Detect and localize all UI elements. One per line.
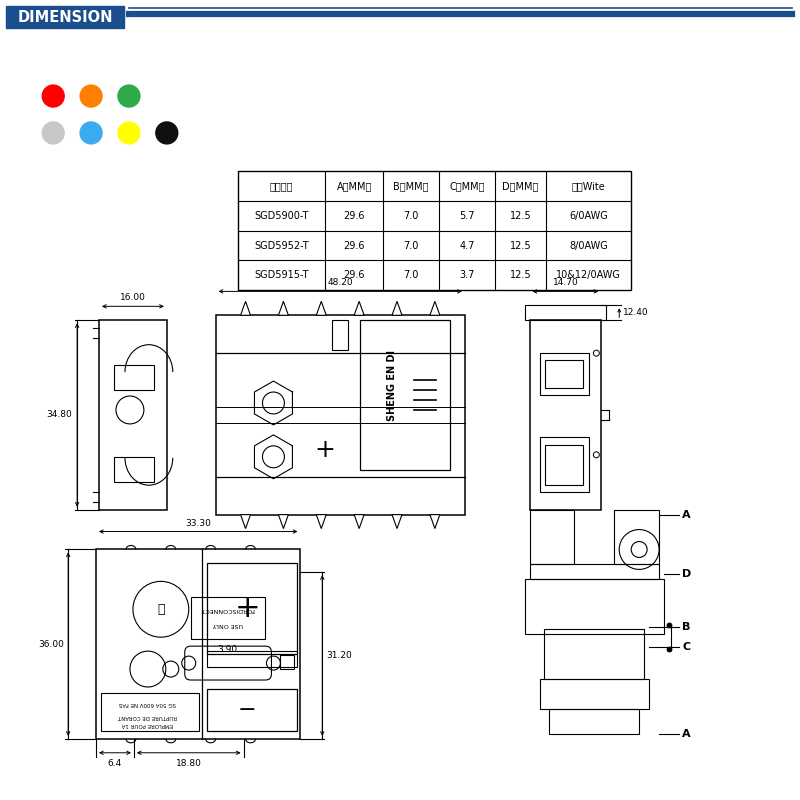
Bar (546, 445, 583, 485)
Text: B（MM）: B（MM） (394, 181, 429, 190)
Text: SGD5900-T: SGD5900-T (254, 210, 309, 221)
Bar (539, 437, 590, 492)
Bar (281, 655, 294, 669)
Text: C: C (682, 642, 690, 652)
Text: 12.5: 12.5 (510, 270, 531, 281)
Polygon shape (354, 302, 364, 315)
Text: 线径Wite: 线径Wite (572, 181, 606, 190)
Bar (539, 353, 590, 395)
Polygon shape (278, 302, 288, 315)
Text: 3.90: 3.90 (218, 645, 238, 654)
Text: FORDISCONNECT: FORDISCONNECT (200, 606, 255, 612)
Text: 14.70: 14.70 (553, 278, 578, 287)
Text: 36.00: 36.00 (38, 640, 64, 649)
Text: 31.20: 31.20 (326, 651, 352, 660)
Circle shape (80, 122, 102, 144)
Circle shape (118, 122, 140, 144)
Bar (546, 360, 583, 388)
Text: A: A (682, 729, 690, 739)
Circle shape (118, 85, 140, 107)
Bar (539, 679, 649, 709)
Text: 12.5: 12.5 (510, 241, 531, 250)
Text: 16.00: 16.00 (120, 294, 146, 302)
Text: 产品料号: 产品料号 (270, 181, 293, 190)
Polygon shape (354, 514, 364, 529)
Text: SGD5952-T: SGD5952-T (254, 241, 309, 250)
Text: 12.5: 12.5 (510, 210, 531, 221)
Text: 18.80: 18.80 (176, 758, 202, 768)
Bar (360, 320, 450, 470)
Circle shape (156, 122, 178, 144)
Bar (190, 598, 266, 639)
Bar (207, 562, 297, 654)
Bar (525, 306, 606, 320)
Text: A（MM）: A（MM） (337, 181, 372, 190)
Text: 48.20: 48.20 (327, 278, 353, 287)
Text: 34.80: 34.80 (46, 410, 72, 419)
Text: C（MM）: C（MM） (449, 181, 485, 190)
Text: 7.0: 7.0 (403, 210, 418, 221)
Text: D（MM）: D（MM） (502, 181, 538, 190)
Text: EMPLORE POUR 1A: EMPLORE POUR 1A (122, 722, 173, 727)
Bar (545, 630, 644, 679)
Bar (530, 510, 574, 565)
Text: 29.6: 29.6 (343, 241, 365, 250)
Polygon shape (278, 514, 288, 529)
Text: SHENG EN DI: SHENG EN DI (386, 350, 397, 421)
Text: D: D (682, 570, 691, 579)
Circle shape (42, 122, 64, 144)
Bar (238, 170, 631, 290)
Text: USE ONLY: USE ONLY (212, 622, 243, 626)
Polygon shape (392, 302, 402, 315)
Bar (550, 709, 639, 734)
Polygon shape (316, 302, 326, 315)
Text: 8/0AWG: 8/0AWG (570, 241, 608, 250)
Text: 7.0: 7.0 (403, 241, 418, 250)
Text: +: + (234, 594, 260, 622)
Bar (6, 6, 124, 28)
Text: 29.6: 29.6 (343, 210, 365, 221)
Bar (216, 315, 465, 514)
Circle shape (80, 85, 102, 107)
Polygon shape (430, 514, 440, 529)
Bar (614, 510, 659, 565)
Text: 3.7: 3.7 (459, 270, 474, 281)
Bar (96, 550, 300, 739)
Text: RUPTURE DE CORANT: RUPTURE DE CORANT (118, 714, 177, 719)
Text: 7.0: 7.0 (403, 270, 418, 281)
Polygon shape (241, 514, 250, 529)
Text: DIMENSION: DIMENSION (18, 10, 113, 25)
Text: SGD5915-T: SGD5915-T (254, 270, 309, 281)
Polygon shape (392, 514, 402, 529)
Text: +: + (315, 438, 336, 462)
Polygon shape (430, 302, 440, 315)
Text: 10&12/0AWG: 10&12/0AWG (557, 270, 622, 281)
Bar (99, 320, 167, 510)
Text: 29.6: 29.6 (343, 270, 365, 281)
Polygon shape (241, 302, 250, 315)
Text: −: − (238, 701, 257, 721)
Bar (530, 320, 602, 510)
Bar (114, 365, 154, 390)
Text: 33.30: 33.30 (186, 518, 211, 527)
Bar (114, 457, 154, 482)
Text: 4.7: 4.7 (459, 241, 474, 250)
Polygon shape (316, 514, 326, 529)
Bar (530, 565, 659, 579)
Circle shape (42, 85, 64, 107)
Text: A: A (682, 510, 690, 520)
Text: B: B (682, 622, 690, 632)
Text: 6/0AWG: 6/0AWG (570, 210, 608, 221)
Bar (332, 320, 348, 350)
Text: 5.7: 5.7 (459, 210, 474, 221)
Text: 卐: 卐 (157, 602, 165, 616)
Text: SG 50A 600V NE FAS: SG 50A 600V NE FAS (118, 702, 176, 706)
Bar (207, 689, 297, 731)
Text: 6.4: 6.4 (108, 758, 122, 768)
Text: 12.40: 12.40 (623, 308, 649, 318)
Bar (101, 693, 199, 731)
Bar (207, 651, 297, 667)
Bar (525, 579, 664, 634)
